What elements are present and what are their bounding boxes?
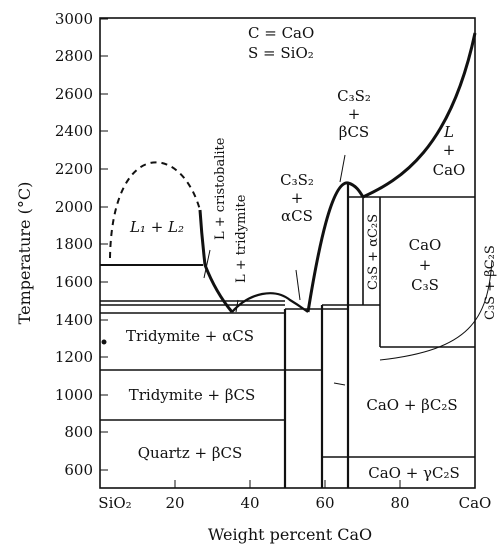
svg-text:80: 80 <box>390 494 409 512</box>
leader-tridymite <box>235 299 239 313</box>
x-tick: SiO₂ <box>98 494 131 512</box>
leader-acs <box>295 269 301 301</box>
legend-c: C = CaO <box>248 24 314 42</box>
region-c3s2-acs-2: + <box>291 189 304 207</box>
region-c3s2-acs-3: αCS <box>281 207 313 225</box>
region-c3s-ac2s: C₃S + αC₂S <box>366 214 381 290</box>
leader-c3s-bc2s <box>379 259 493 361</box>
x-tick: 80 <box>390 480 410 512</box>
x-tick: 40 <box>240 480 260 512</box>
label-leaders <box>203 154 493 386</box>
miscibility-gap-boundary <box>109 161 201 259</box>
x-axis-title: Weight percent CaO <box>208 525 372 544</box>
y-tick: 1600 <box>55 273 108 291</box>
y-tick: 800 <box>64 423 108 441</box>
region-cao-c3s-1: CaO <box>409 236 442 254</box>
svg-text:2400: 2400 <box>55 122 93 140</box>
svg-text:800: 800 <box>64 423 93 441</box>
svg-text:600: 600 <box>64 461 93 479</box>
region-l-cao-1: L <box>443 123 454 141</box>
svg-text:1800: 1800 <box>55 235 93 253</box>
y-tick: 3000 <box>55 10 108 28</box>
region-l-cao-3: CaO <box>433 161 466 179</box>
leader-cao-bc2s <box>333 382 346 386</box>
svg-text:SiO₂: SiO₂ <box>98 494 131 512</box>
svg-text:1400: 1400 <box>55 311 93 329</box>
x-tick: 60 <box>315 480 335 512</box>
y-tick: 2800 <box>55 47 108 65</box>
svg-text:1200: 1200 <box>55 348 93 366</box>
x-tick: 20 <box>165 480 185 512</box>
region-c3s-bc2s: C₃S + βC₂S <box>483 245 498 320</box>
svg-text:60: 60 <box>315 494 334 512</box>
y-tick: 2400 <box>55 122 108 140</box>
phase-boundaries <box>100 32 477 488</box>
region-cao-c3s-2: + <box>419 256 432 274</box>
liquidus-cristobalite <box>198 209 234 313</box>
region-cao-gc2s: CaO + γC₂S <box>368 464 460 482</box>
legend-s: S = SiO₂ <box>248 44 314 62</box>
y-tick: 1000 <box>55 386 108 404</box>
svg-text:2200: 2200 <box>55 160 93 178</box>
region-c3s2-acs-1: C₃S₂ <box>280 171 314 189</box>
y-tick: 2200 <box>55 160 108 178</box>
liquidus-cao <box>362 32 477 199</box>
svg-text:2600: 2600 <box>55 85 93 103</box>
svg-text:40: 40 <box>240 494 259 512</box>
region-l1-l2: L₁ + L₂ <box>129 218 184 236</box>
region-tridymite-acs: Tridymite + αCS <box>126 327 254 345</box>
leader-cristobalite <box>203 249 211 279</box>
svg-text:CaO: CaO <box>459 494 492 512</box>
svg-text:1600: 1600 <box>55 273 93 291</box>
region-l-cao-2: + <box>443 141 456 159</box>
svg-text:3000: 3000 <box>55 10 93 28</box>
y-tick: 2600 <box>55 85 108 103</box>
y-tick: 1400 <box>55 311 108 329</box>
region-cao-bc2s: CaO + βC₂S <box>366 396 457 414</box>
region-c3s2-bcs-1: C₃S₂ <box>337 87 371 105</box>
region-quartz-bcs: Quartz + βCS <box>138 444 243 462</box>
y-tick: 600 <box>64 461 108 479</box>
y-tick: 1200 <box>55 348 108 366</box>
liquidus-c2s <box>306 181 365 313</box>
svg-text:20: 20 <box>165 494 184 512</box>
point-marker <box>101 339 107 345</box>
plot-frame <box>99 17 476 489</box>
y-axis: 600 800 1000 1200 1400 1600 1800 2000 22… <box>55 10 108 479</box>
y-tick: 2000 <box>55 198 108 216</box>
leader-bcs <box>339 154 346 183</box>
y-axis-title: Temperature (°C) <box>15 182 34 325</box>
region-l-cristobalite: L + cristobalite <box>213 137 228 240</box>
x-axis: SiO₂ 20 40 60 80 CaO <box>98 480 491 512</box>
x-tick: CaO <box>459 494 492 512</box>
region-tridymite-bcs: Tridymite + βCS <box>129 386 256 404</box>
svg-text:2800: 2800 <box>55 47 93 65</box>
svg-text:2000: 2000 <box>55 198 93 216</box>
region-c3s2-bcs-3: βCS <box>339 123 369 141</box>
region-l-tridymite: L + tridymite <box>234 194 249 283</box>
region-c3s2-bcs-2: + <box>348 105 361 123</box>
svg-text:1000: 1000 <box>55 386 93 404</box>
y-tick: 1800 <box>55 235 108 253</box>
region-cao-c3s-3: C₃S <box>411 276 439 294</box>
